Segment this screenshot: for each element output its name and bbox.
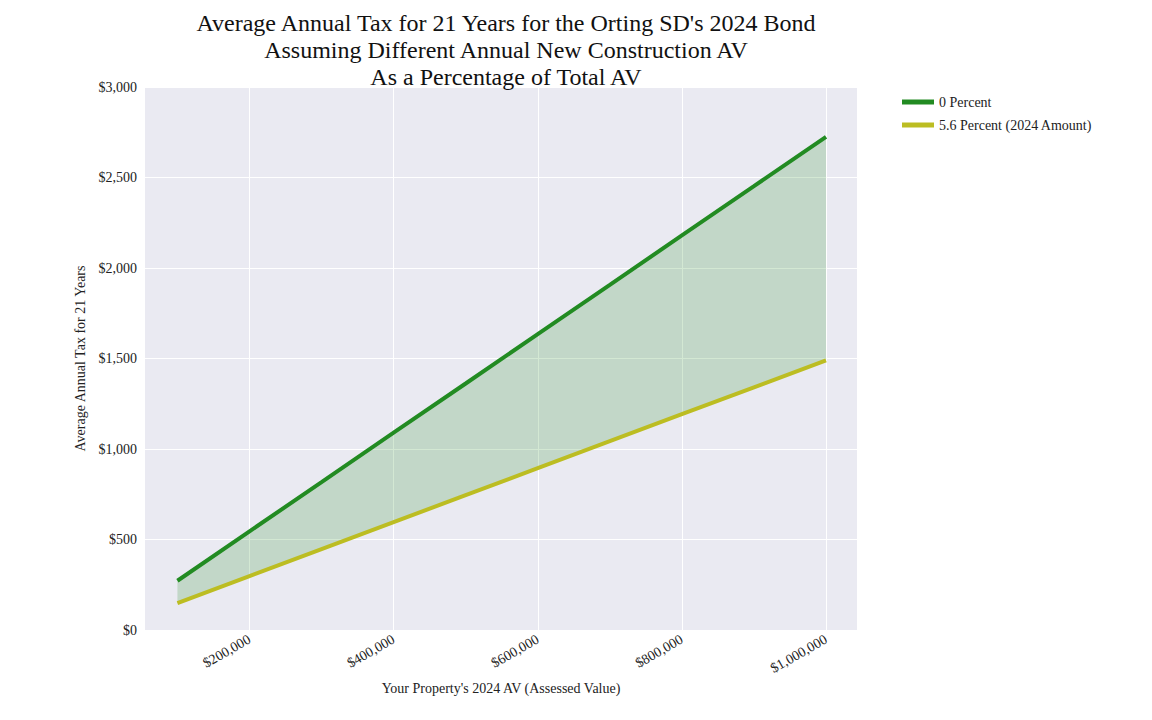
svg-text:Your Property's 2024 AV (Asses: Your Property's 2024 AV (Assessed Value) [382, 681, 621, 697]
svg-text:$500: $500 [109, 532, 137, 547]
svg-text:$3,000: $3,000 [99, 80, 138, 95]
svg-text:$800,000: $800,000 [633, 632, 686, 671]
svg-text:$2,500: $2,500 [99, 170, 138, 185]
svg-text:$1,500: $1,500 [99, 351, 138, 366]
svg-text:$1,000,000: $1,000,000 [768, 632, 830, 676]
svg-text:$0: $0 [123, 623, 137, 638]
svg-text:$600,000: $600,000 [489, 632, 542, 671]
svg-text:$1,000: $1,000 [99, 442, 138, 457]
svg-text:Assuming Different Annual New: Assuming Different Annual New Constructi… [264, 37, 748, 63]
svg-text:0 Percent: 0 Percent [939, 95, 992, 110]
svg-text:$400,000: $400,000 [344, 632, 397, 671]
svg-text:$200,000: $200,000 [200, 632, 253, 671]
svg-text:As a Percentage of Total AV: As a Percentage of Total AV [370, 64, 642, 90]
svg-text:Average Annual Tax for 21 Year: Average Annual Tax for 21 Years [73, 266, 88, 452]
svg-text:5.6 Percent (2024 Amount): 5.6 Percent (2024 Amount) [939, 118, 1092, 134]
svg-text:Average Annual Tax for 21 Year: Average Annual Tax for 21 Years for the … [196, 10, 815, 36]
svg-text:$2,000: $2,000 [99, 261, 138, 276]
